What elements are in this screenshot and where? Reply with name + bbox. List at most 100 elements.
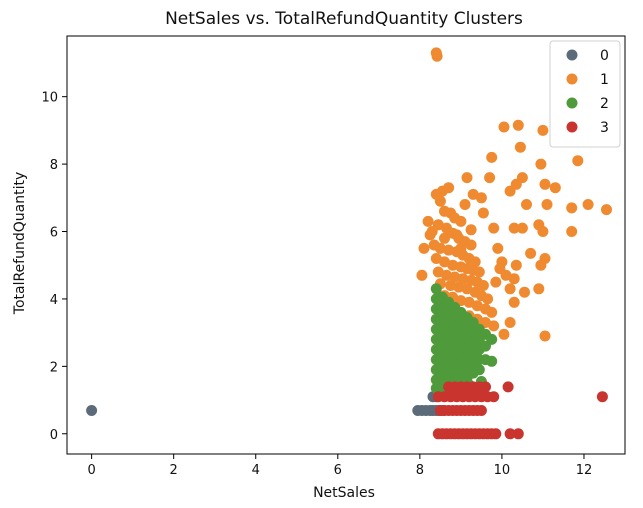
point-series-1-97 xyxy=(533,219,545,231)
point-series-1-40 xyxy=(453,281,465,293)
point-series-1-19 xyxy=(443,244,455,256)
y-axis-label: TotalRefundQuantity xyxy=(12,172,28,315)
point-series-1-84 xyxy=(508,222,520,234)
legend-label-3: 3 xyxy=(600,120,609,136)
point-series-1-23 xyxy=(469,256,481,268)
point-series-1-90 xyxy=(504,317,516,328)
point-series-1-61 xyxy=(451,229,463,241)
point-series-1-104 xyxy=(572,155,584,167)
x-tick-label: 10 xyxy=(494,463,511,478)
point-series-1-92 xyxy=(535,158,547,170)
point-series-1-32 xyxy=(441,269,452,281)
point-series-1-106 xyxy=(582,199,594,210)
point-series-1-85 xyxy=(516,222,528,234)
point-series-1-83 xyxy=(521,199,532,210)
point-series-1-101 xyxy=(539,330,551,342)
point-series-1-91 xyxy=(498,328,510,340)
point-series-1-67 xyxy=(484,172,496,184)
x-tick-label: 2 xyxy=(170,463,178,478)
point-series-1-79 xyxy=(514,141,526,153)
point-series-1-58 xyxy=(424,229,436,241)
x-tick-label: 8 xyxy=(416,463,424,478)
point-series-1-88 xyxy=(508,273,520,285)
point-series-3-27 xyxy=(475,405,487,416)
y-tick-label: 0 xyxy=(50,428,58,443)
point-series-0-0 xyxy=(86,405,98,416)
x-tick-label: 0 xyxy=(87,463,95,478)
point-series-1-95 xyxy=(541,199,553,210)
point-series-2-64 xyxy=(473,364,485,376)
point-series-3-45 xyxy=(502,381,514,393)
point-series-1-34 xyxy=(457,273,469,285)
point-series-1-4 xyxy=(443,182,455,194)
point-series-1-55 xyxy=(488,320,500,332)
x-axis-label: NetSales xyxy=(313,485,375,501)
point-series-1-5 xyxy=(434,195,446,207)
point-series-1-105 xyxy=(566,226,578,237)
point-series-1-33 xyxy=(449,271,461,283)
point-series-2-0 xyxy=(430,283,442,295)
x-tick-label: 4 xyxy=(252,463,260,478)
point-series-1-77 xyxy=(498,121,510,133)
point-series-2-69 xyxy=(486,355,498,367)
point-series-1-66 xyxy=(475,192,487,204)
y-tick-label: 2 xyxy=(50,360,58,375)
point-series-1-56 xyxy=(418,242,430,254)
point-series-1-62 xyxy=(455,242,467,254)
y-tick-label: 4 xyxy=(50,293,58,308)
point-series-3-44 xyxy=(480,381,491,393)
point-series-1-73 xyxy=(504,283,516,295)
point-series-1-16 xyxy=(465,239,477,251)
point-series-1-109 xyxy=(477,207,489,219)
point-series-1-70 xyxy=(492,242,504,254)
point-series-1-37 xyxy=(477,280,489,291)
y-tick-label: 10 xyxy=(41,91,58,106)
legend-label-1: 1 xyxy=(600,72,609,88)
legend-marker-2 xyxy=(566,97,578,109)
point-series-3-16 xyxy=(512,428,524,440)
point-series-1-74 xyxy=(508,296,520,308)
point-series-1-18 xyxy=(434,242,446,254)
point-series-2-68 xyxy=(486,333,498,345)
point-series-1-39 xyxy=(445,280,457,291)
point-series-1-69 xyxy=(488,222,500,234)
point-series-1-68 xyxy=(486,151,498,163)
point-series-1-93 xyxy=(539,178,551,190)
point-series-1-94 xyxy=(537,124,549,136)
legend-box xyxy=(549,40,621,148)
legend-label-2: 2 xyxy=(600,96,609,112)
point-series-1-60 xyxy=(439,232,450,244)
point-series-1-76 xyxy=(490,276,502,288)
point-series-1-64 xyxy=(461,172,473,184)
point-series-3-15 xyxy=(504,428,516,440)
legend: 0 1 2 3 xyxy=(549,40,621,148)
x-tick-label: 12 xyxy=(576,463,593,478)
point-series-1-63 xyxy=(459,199,471,210)
point-series-1-82 xyxy=(504,185,516,197)
legend-marker-1 xyxy=(566,73,578,85)
point-series-1-102 xyxy=(549,182,561,194)
point-series-1-59 xyxy=(422,215,434,227)
point-series-1-108 xyxy=(465,224,477,236)
point-series-1-51 xyxy=(486,306,498,318)
legend-marker-0 xyxy=(566,49,578,61)
point-series-1-75 xyxy=(494,263,506,275)
point-series-1-86 xyxy=(525,247,537,259)
point-series-1-26 xyxy=(447,259,459,271)
point-series-1-107 xyxy=(601,204,612,216)
y-tick-label: 8 xyxy=(50,158,58,173)
x-tick-label: 6 xyxy=(334,463,342,478)
point-series-3-14 xyxy=(490,428,502,440)
point-series-3-46 xyxy=(596,391,608,403)
point-series-1-78 xyxy=(512,119,524,131)
point-series-1-30 xyxy=(473,266,485,278)
legend-label-0: 0 xyxy=(600,48,609,64)
point-series-1-100 xyxy=(533,283,545,295)
point-series-1-9 xyxy=(455,215,467,227)
point-series-3-37 xyxy=(488,391,500,403)
plot-points xyxy=(86,47,612,440)
point-series-1-87 xyxy=(510,259,522,271)
point-series-1-99 xyxy=(535,259,547,271)
